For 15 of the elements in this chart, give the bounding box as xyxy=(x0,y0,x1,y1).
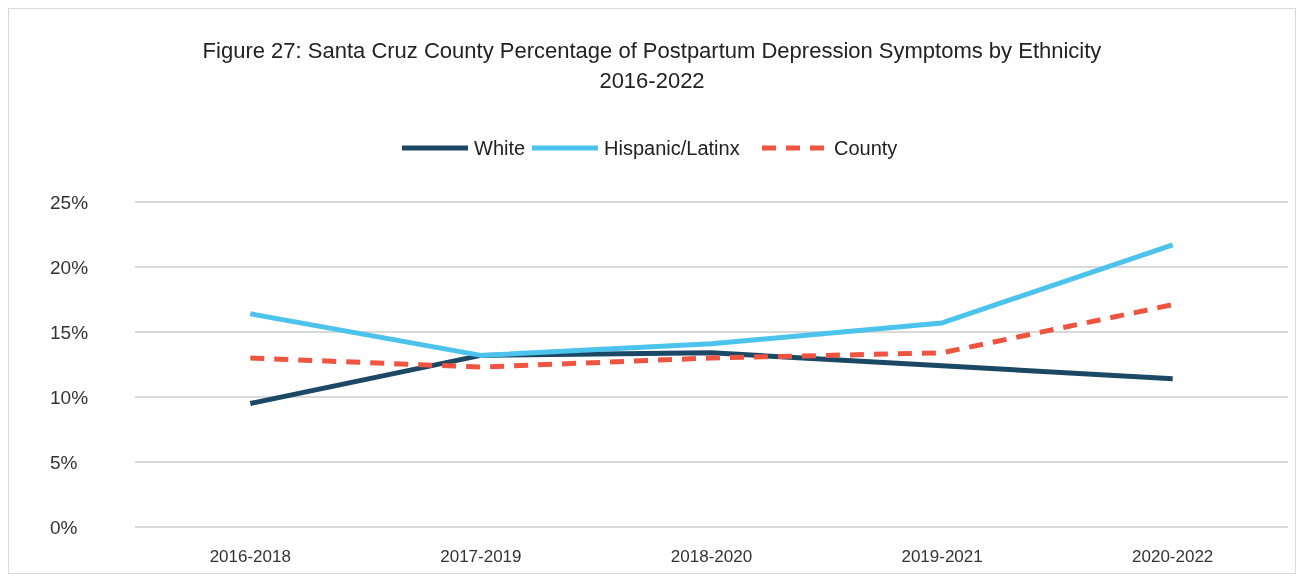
x-tick-label: 2017-2019 xyxy=(440,547,522,566)
y-tick-label: 10% xyxy=(50,386,89,408)
y-tick-label: 25% xyxy=(50,191,89,213)
y-tick-label: 0% xyxy=(50,516,78,538)
legend-label: County xyxy=(834,137,898,159)
y-tick-label: 15% xyxy=(50,321,89,343)
y-tick-label: 5% xyxy=(50,451,78,473)
x-tick-label: 2020-2022 xyxy=(1132,547,1214,566)
chart-title: Figure 27: Santa Cruz County Percentage of Postpartum Depression Symptoms by Ethnicity 2016-2022 xyxy=(202,38,1102,93)
legend-label: Hispanic/Latinx xyxy=(604,137,740,159)
x-tick-label: 2018-2020 xyxy=(670,547,753,566)
legend-label: White xyxy=(474,137,526,159)
x-tick-label: 2016-2018 xyxy=(209,547,291,566)
x-tick-label: 2019-2021 xyxy=(901,547,983,566)
y-tick-label: 20% xyxy=(50,256,89,278)
